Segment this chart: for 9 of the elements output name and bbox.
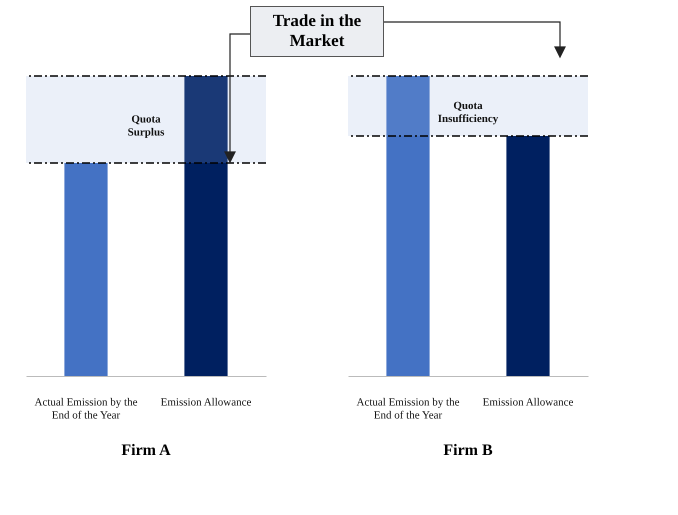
x-tick-label: Emission Allowance: [160, 396, 252, 408]
text: Firm B: [443, 442, 493, 459]
x-tick-label: Emission Allowance: [482, 396, 574, 408]
x-tick-label: Actual Emission by the End of the Year: [34, 396, 138, 422]
text: Trade in the Market: [250, 6, 384, 57]
band-label: Quota Insufficiency: [438, 100, 499, 125]
x-tick-label: Actual Emission by the End of the Year: [356, 396, 460, 422]
text: Firm A: [121, 442, 172, 459]
band-label: Quota Surplus: [128, 114, 166, 138]
